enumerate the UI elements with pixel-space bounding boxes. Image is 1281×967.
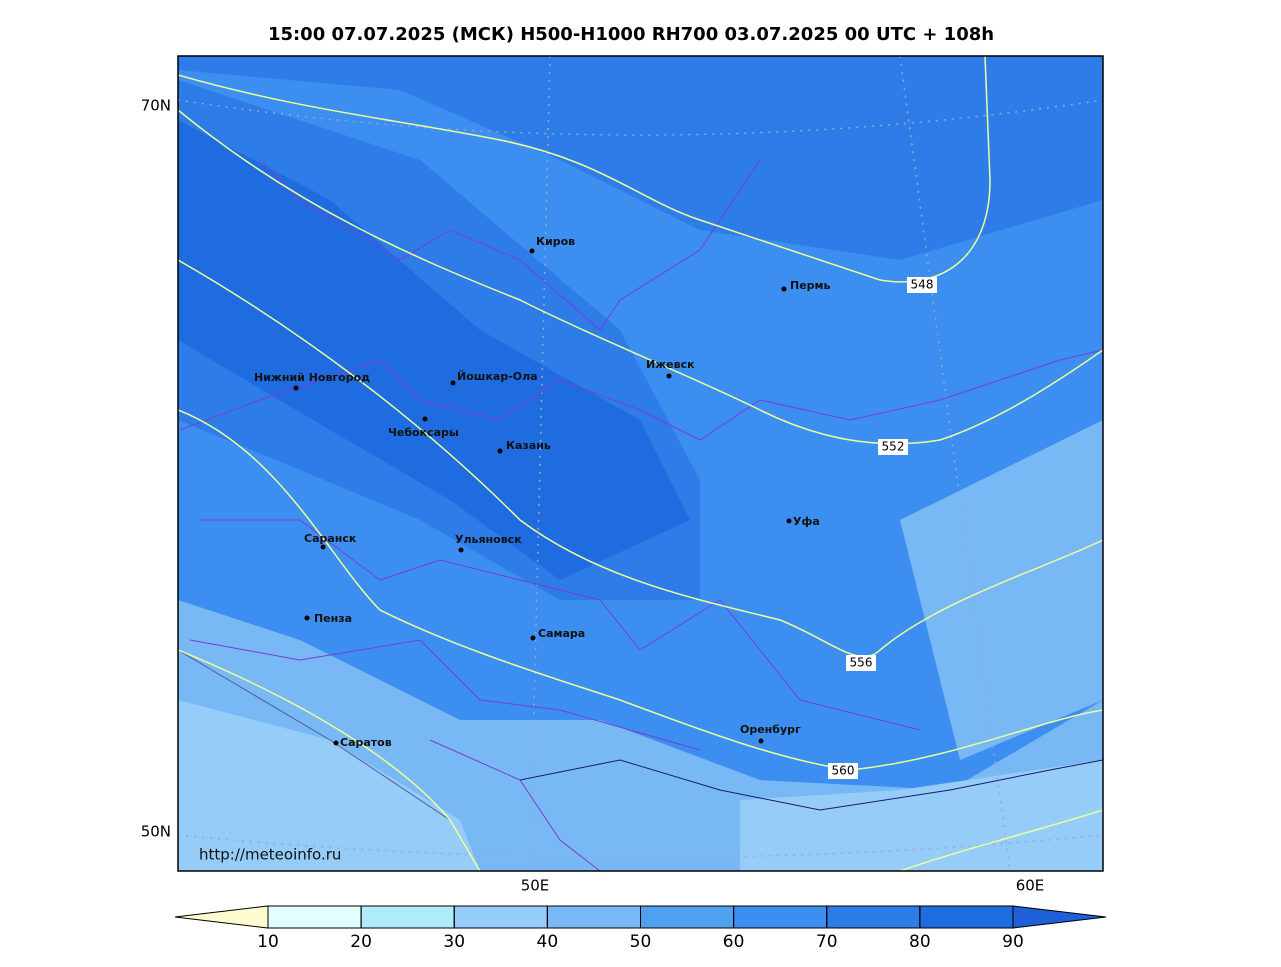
colorbar-under (174, 905, 269, 929)
contour-labels: 548 552 556 560 (828, 277, 937, 779)
city-label: Уфа (793, 515, 820, 528)
map-title: 15:00 07.07.2025 (МСК) H500-H1000 RH700 … (268, 24, 994, 45)
city-dot (320, 544, 326, 550)
colorbar-segment (919, 905, 1014, 929)
colorbar-segment (453, 905, 548, 929)
city-dot (304, 615, 310, 621)
contour-label: 548 (911, 278, 934, 292)
city-label: Ижевск (646, 358, 695, 371)
colorbar-segment (826, 905, 921, 929)
city-dot (666, 373, 672, 379)
colorbar-tick-label: 40 (537, 932, 559, 952)
colorbar-tick-label: 30 (443, 932, 465, 952)
city-dot (458, 547, 464, 553)
colorbar-tick-label: 10 (257, 932, 279, 952)
colorbar-tick-label: 70 (816, 932, 838, 952)
city-label: Чебоксары (388, 426, 459, 439)
city-label: Киров (536, 235, 575, 248)
lat-label: 50N (141, 823, 171, 841)
city-dot (333, 740, 339, 746)
colorbar-tick-label: 90 (1002, 932, 1024, 952)
city-label: Нижний Новгород (254, 371, 370, 384)
city-dot (422, 416, 428, 422)
colorbar-tick-label: 20 (350, 932, 372, 952)
city-dot (786, 518, 792, 524)
city-label: Пенза (314, 612, 352, 625)
city-dot (497, 448, 503, 454)
source-url: http://meteoinfo.ru (199, 846, 341, 864)
map-frame (177, 55, 1104, 872)
contour-label: 552 (882, 440, 905, 454)
lon-label: 60E (1016, 877, 1045, 895)
colorbar-segment (360, 905, 455, 929)
city-label: Саранск (304, 532, 357, 545)
colorbar-segment (546, 905, 641, 929)
city-label: Йошкар-Ола (457, 370, 538, 383)
map-area (178, 56, 1103, 871)
colorbar: 10 20 30 40 50 60 70 80 90 (174, 905, 1107, 952)
city-label: Казань (506, 439, 551, 452)
city-label: Самара (538, 627, 585, 640)
colorbar-tick-label: 50 (630, 932, 652, 952)
city-dot (529, 248, 535, 254)
colorbar-segment (640, 905, 735, 929)
lat-label: 70N (141, 97, 171, 115)
city-label: Оренбург (740, 723, 801, 736)
city-dot (530, 635, 536, 641)
colorbar-segment (267, 905, 362, 929)
city-dot (758, 738, 764, 744)
city-dot (450, 380, 456, 386)
cities: Киров Пермь Ижевск Йошкар-Ола Нижний Нов… (254, 235, 831, 749)
city-dot (781, 286, 787, 292)
city-label: Пермь (790, 279, 831, 292)
contour-label: 556 (850, 656, 873, 670)
lon-label: 50E (521, 877, 550, 895)
contour-label: 560 (832, 764, 855, 778)
colorbar-tick-label: 60 (723, 932, 745, 952)
colorbar-tick-label: 80 (909, 932, 931, 952)
city-dot (293, 385, 299, 391)
colorbar-over (1012, 905, 1107, 929)
city-label: Ульяновск (455, 533, 522, 546)
colorbar-segment (733, 905, 828, 929)
city-label: Саратов (340, 736, 392, 749)
